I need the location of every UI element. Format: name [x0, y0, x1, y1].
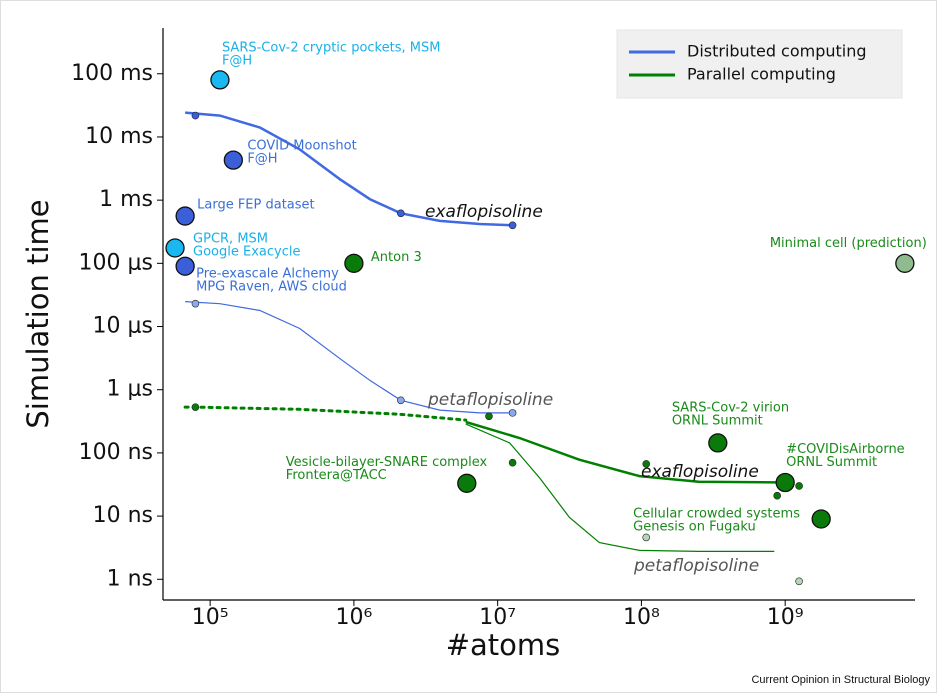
y-axis-title: Simulation time [21, 199, 55, 428]
y-tick-label: 10 μs [93, 314, 153, 339]
small-point [191, 111, 200, 120]
small-point [508, 221, 517, 230]
x-tick-label: 10⁷ [479, 605, 516, 630]
isoline [465, 420, 790, 484]
small-point [642, 460, 651, 468]
data-point [708, 433, 728, 453]
point-label: Anton 3 [371, 250, 422, 265]
small-point [485, 412, 493, 421]
isoline-label: exaflopisoline [641, 462, 759, 482]
isoline [465, 423, 775, 552]
data-point [223, 150, 243, 170]
data-point [210, 70, 230, 90]
point-label: Minimal cell (prediction) [770, 236, 927, 251]
small-point [508, 409, 517, 417]
point-label: #COVIDisAirborne [786, 442, 905, 457]
isoline-label: petaflopisoline [427, 390, 553, 410]
y-tick-label: 1 ms [99, 187, 153, 212]
small-point [773, 491, 781, 500]
point-label: Pre-exascale Alchemy [196, 267, 339, 282]
data-point [344, 253, 364, 273]
isoline-label: petaflopisoline [633, 556, 759, 576]
legend-label: Parallel computing [687, 65, 836, 84]
small-point [191, 403, 200, 411]
y-tick-label: 1 μs [107, 377, 153, 402]
x-tick-label: 10⁸ [623, 605, 660, 630]
legend-label: Distributed computing [687, 42, 867, 61]
point-label: COVID Moonshot [247, 139, 356, 154]
point-label: GPCR, MSM [193, 231, 268, 246]
y-tick-label: 1 ns [107, 566, 153, 591]
point-label: Google Exacycle [193, 244, 300, 259]
data-point [457, 473, 477, 493]
data-point [895, 253, 915, 273]
y-tick-label: 100 ns [79, 440, 153, 465]
data-point [175, 206, 195, 226]
point-label: Frontera@TACC [286, 468, 387, 483]
isoline [185, 301, 513, 414]
data-point [175, 256, 195, 276]
small-point [397, 396, 405, 405]
small-point [642, 533, 651, 542]
point-label: MPG Raven, AWS cloud [196, 280, 347, 295]
y-tick-label: 10 ns [93, 503, 153, 528]
small-point [795, 577, 803, 586]
x-tick-label: 10⁵ [192, 605, 229, 630]
small-point [508, 458, 517, 467]
data-point [165, 238, 185, 258]
small-point [795, 482, 803, 490]
point-label: Vesicle-bilayer-SNARE complex [286, 455, 488, 470]
point-label: Genesis on Fugaku [633, 519, 756, 534]
small-point [191, 299, 200, 308]
isoline-label: exaflopisoline [425, 202, 543, 222]
point-label: F@H [222, 53, 252, 68]
x-tick-label: 10⁶ [335, 605, 372, 630]
data-point [811, 509, 831, 529]
legend-box [616, 29, 903, 99]
point-label: SARS-Cov-2 cryptic pockets, MSM [222, 40, 440, 55]
isoline [184, 111, 513, 227]
y-tick-label: 100 ms [71, 61, 153, 86]
point-label: ORNL Summit [672, 413, 763, 428]
y-tick-label: 10 ms [85, 124, 153, 149]
x-tick-label: 10⁹ [767, 605, 804, 630]
x-axis-title: #atoms [446, 628, 561, 662]
y-tick-label: 100 μs [79, 250, 153, 275]
source: Current Opinion in Structural Biology [751, 674, 930, 686]
data-point [775, 472, 795, 493]
small-point [397, 209, 405, 218]
point-label: ORNL Summit [786, 455, 877, 470]
point-label: Large FEP dataset [197, 198, 315, 213]
point-label: Cellular crowded systems [633, 506, 800, 521]
point-label: SARS-Cov-2 virion [672, 400, 789, 415]
point-label: F@H [247, 152, 277, 167]
